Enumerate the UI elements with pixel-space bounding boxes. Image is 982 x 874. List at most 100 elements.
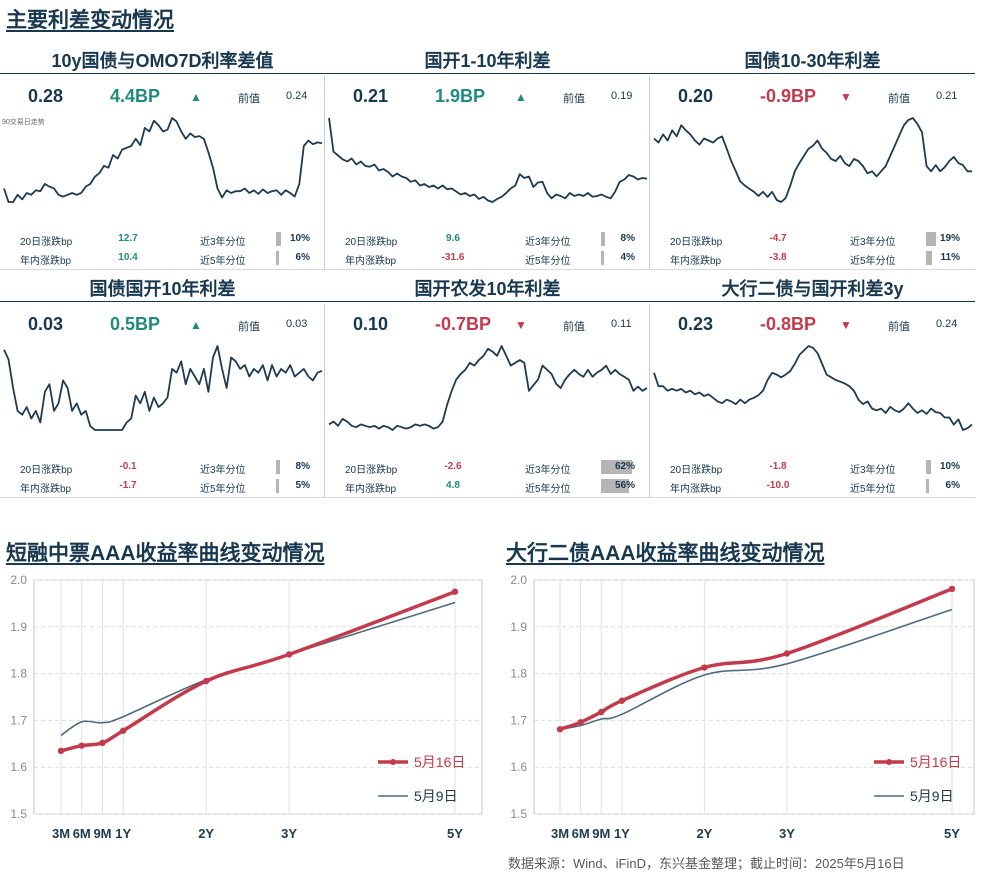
stat-label: 年内涨跌bp — [345, 256, 397, 267]
stat-value: 4.8 — [446, 480, 460, 491]
triangle-up-icon: ▲ — [515, 90, 527, 104]
series-point — [120, 727, 127, 734]
percentile-bar — [601, 232, 605, 246]
percentile-value: 11% — [940, 252, 960, 263]
change-bp: -0.8BP — [760, 314, 817, 334]
stat-value: -0.1 — [119, 461, 137, 472]
percentile-label: 近5年分位 — [200, 256, 246, 267]
series-point — [577, 719, 584, 726]
current-value: 0.23 — [678, 314, 714, 334]
y-tick-label: 1.8 — [10, 667, 27, 681]
trend-note: 90交易日走势 — [2, 119, 45, 126]
percentile-value: 62% — [614, 461, 635, 472]
series-point — [783, 650, 791, 657]
change-bp: -0.9BP — [760, 86, 817, 106]
percentile-value: 8% — [620, 233, 635, 244]
plot-frame — [533, 579, 975, 815]
x-tick-label: 3M — [52, 826, 70, 841]
panel-title: 10y国债与OMO7D利率差值 — [51, 51, 274, 71]
prev-value: 0.19 — [611, 90, 633, 102]
legend-label: 5月16日 — [414, 754, 465, 770]
series-point — [618, 697, 626, 704]
stat-row: 20日涨跌bp 12.7 近3年分位 10% — [0, 231, 325, 248]
percentile-value: 10% — [289, 233, 310, 244]
percentile-bar — [276, 479, 279, 493]
stat-value: 10.4 — [118, 252, 138, 263]
stat-value: -1.8 — [769, 461, 787, 472]
change-bp: -0.7BP — [435, 314, 492, 334]
spread-panel: 大行二债与国开利差3y 0.23 -0.8BP ▼ 前值 0.24 20日涨跌bp -1.… — [650, 272, 975, 498]
current-value: 0.28 — [28, 86, 64, 106]
percentile-label: 近5年分位 — [525, 484, 571, 495]
percentile-value: 6% — [295, 252, 310, 263]
percentile-label: 近3年分位 — [850, 237, 896, 248]
stat-row: 年内涨跌bp -1.7 近5年分位 5% — [0, 478, 325, 495]
prev-value: 0.21 — [936, 90, 958, 102]
y-tick-label: 1.5 — [10, 807, 27, 821]
y-tick-label: 1.6 — [10, 760, 27, 774]
panel-title: 国开农发10年利差 — [414, 279, 561, 299]
sparkline — [653, 345, 973, 431]
stat-value: -3.8 — [769, 252, 787, 263]
title-rule — [325, 73, 650, 74]
x-tick-label: 6M — [572, 826, 590, 841]
series-point — [701, 664, 708, 671]
stat-value: 9.6 — [446, 233, 460, 244]
current-value: 0.21 — [353, 86, 389, 106]
curve-chart-left: 1.5 1.6 1.7 1.8 1.9 2.0 3M 6M 9M 1Y 2Y 3Y 5Y 5月16日 5月9… — [10, 573, 483, 841]
percentile-bar — [276, 232, 281, 246]
current-value: 0.10 — [353, 314, 389, 334]
prev-value: 0.03 — [286, 318, 308, 330]
title-rule — [0, 73, 325, 74]
stat-row: 年内涨跌bp -10.0 近5年分位 6% — [650, 478, 975, 495]
panel-title: 大行二债与国开利差3y — [721, 279, 904, 299]
y-tick-label: 1.7 — [510, 713, 527, 727]
change-bp: 0.5BP — [110, 314, 161, 334]
spread-panel: 国债国开10年利差 0.03 0.5BP ▲ 前值 0.03 20日涨跌bp -0.1 近… — [0, 272, 325, 498]
x-tick-label: 1Y — [614, 826, 630, 841]
change-bp: 4.4BP — [110, 86, 161, 106]
curve-heading-left: 短融中票AAA收益率曲线变动情况 — [6, 542, 325, 565]
title-rule — [0, 301, 325, 302]
prev-value: 0.11 — [611, 318, 632, 330]
sparkline — [328, 345, 648, 431]
percentile-value: 10% — [939, 461, 960, 472]
panel-bottom-rule — [650, 497, 975, 498]
stat-row: 20日涨跌bp -2.6 近3年分位 62% — [325, 459, 650, 476]
panel-divider — [649, 76, 650, 269]
stat-value: -4.7 — [769, 233, 787, 244]
sparkline-series — [3, 117, 323, 203]
stat-label: 年内涨跌bp — [670, 484, 722, 495]
x-tick-label: 9M — [592, 826, 610, 841]
stat-value: -31.6 — [441, 252, 465, 263]
x-tick-label: 5Y — [447, 826, 463, 841]
legend-label: 5月9日 — [910, 788, 954, 804]
sparkline-series — [328, 345, 648, 431]
series-point — [78, 742, 85, 749]
stat-row: 年内涨跌bp 10.4 近5年分位 6% — [0, 250, 325, 267]
prev-label: 前值 — [238, 93, 260, 105]
percentile-label: 近3年分位 — [525, 465, 571, 476]
data-source-note: 数据来源：Wind、iFinD，东兴基金整理；截止时间：2025年5月16日 — [508, 856, 905, 871]
series-point — [99, 739, 106, 747]
x-tick-label: 3M — [551, 826, 569, 841]
percentile-label: 近3年分位 — [850, 465, 896, 476]
current-value: 0.20 — [678, 86, 714, 106]
panel-bottom-rule — [650, 269, 975, 270]
panel-title: 国债国开10年利差 — [89, 279, 236, 299]
percentile-value: 56% — [614, 480, 635, 491]
percentile-bar — [601, 479, 629, 493]
stat-label: 20日涨跌bp — [20, 465, 73, 476]
panel-title: 国债10-30年利差 — [744, 51, 881, 71]
spread-panel: 国开1-10年利差 0.21 1.9BP ▲ 前值 0.19 20日涨跌bp 9.6 近3… — [325, 44, 650, 270]
panel-bottom-rule — [0, 269, 325, 270]
sparkline — [3, 345, 323, 431]
y-tick-label: 2.0 — [510, 573, 527, 587]
percentile-bar — [276, 251, 279, 265]
stat-value: -10.0 — [766, 480, 790, 491]
change-bp: 1.9BP — [435, 86, 486, 106]
y-tick-label: 2.0 — [10, 573, 27, 587]
percentile-label: 近5年分位 — [525, 256, 571, 267]
stat-label: 年内涨跌bp — [345, 484, 397, 495]
percentile-value: 8% — [295, 461, 310, 472]
